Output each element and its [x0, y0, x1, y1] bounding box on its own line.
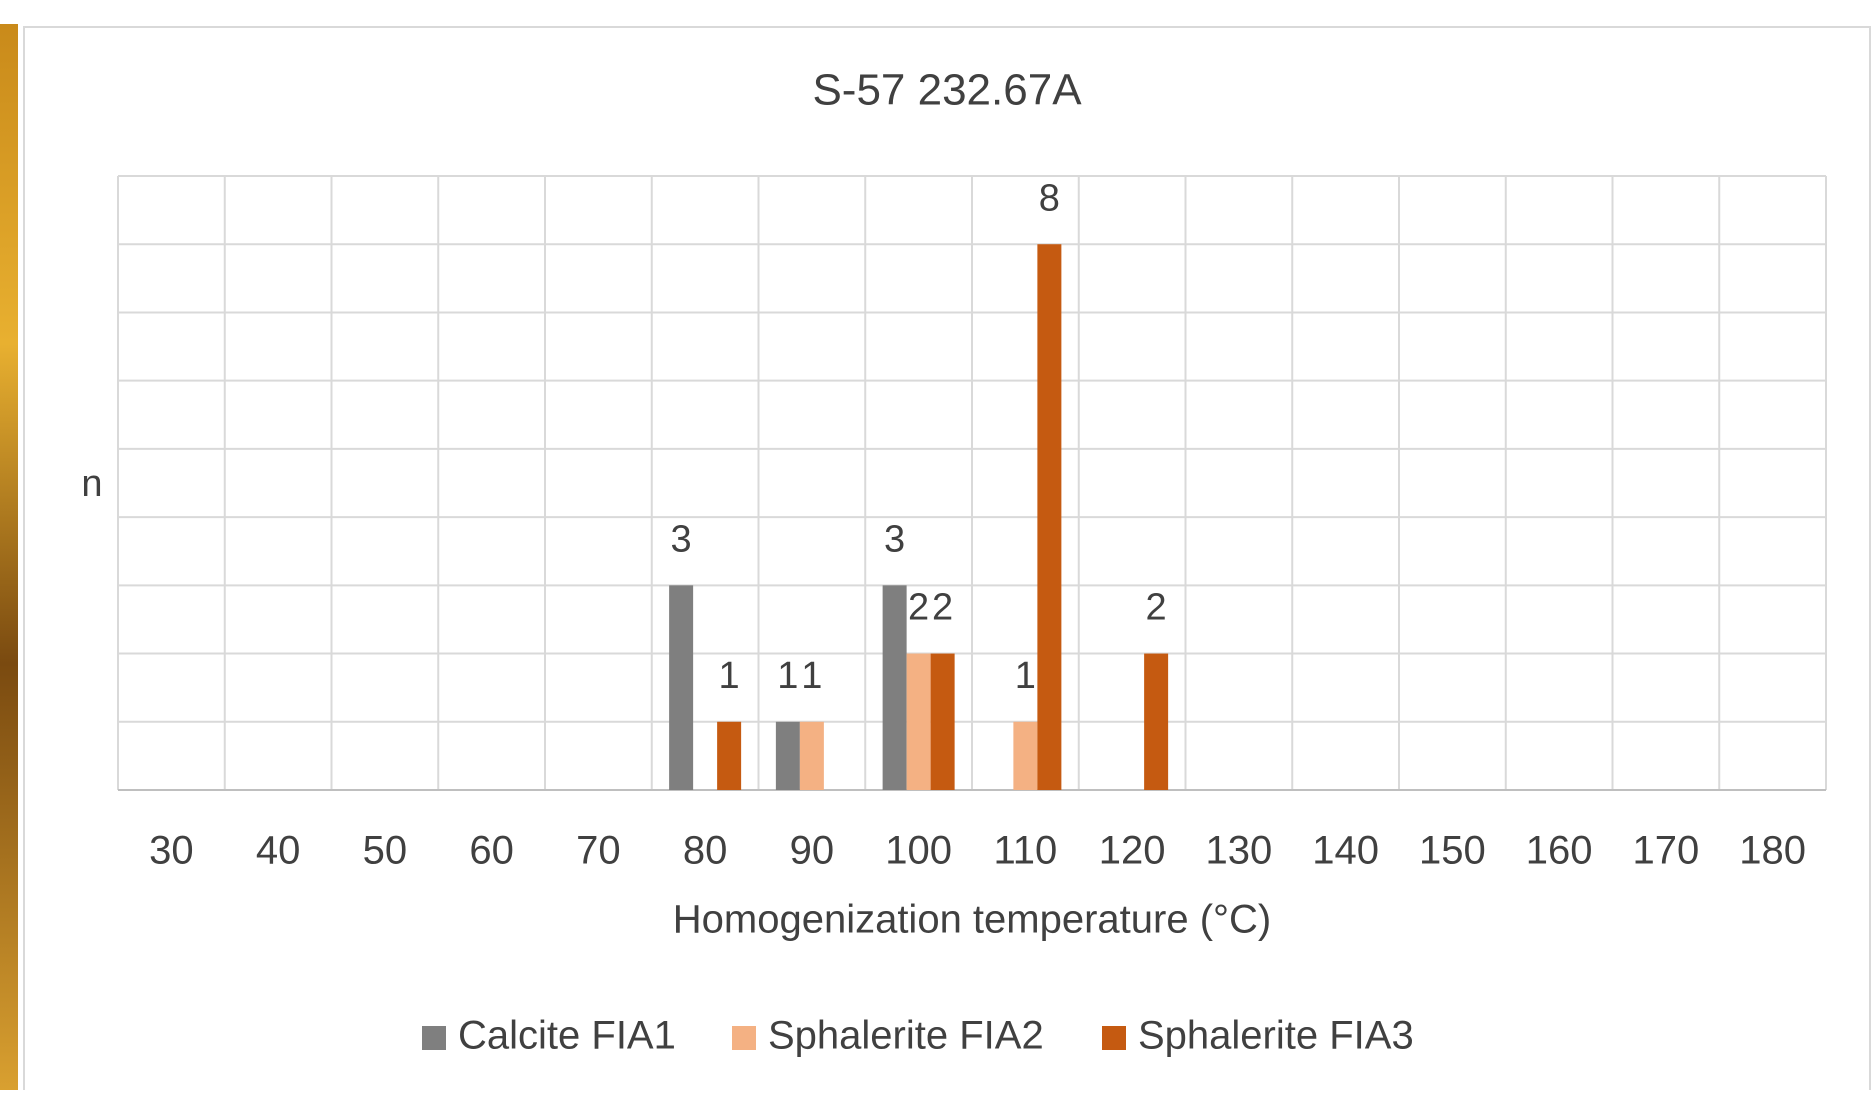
data-label: 8 [1039, 177, 1060, 219]
background-image-strip [0, 24, 18, 1090]
legend-label: Sphalerite FIA3 [1138, 1014, 1414, 1058]
data-label: 1 [719, 655, 740, 697]
x-tick-label: 50 [363, 829, 408, 873]
data-label: 2 [908, 587, 929, 629]
x-tick-label: 30 [149, 829, 194, 873]
chart-title: S-57 232.67A [812, 66, 1082, 115]
x-tick-label: 180 [1739, 829, 1806, 873]
x-tick-label: 150 [1419, 829, 1486, 873]
data-label: 2 [1146, 587, 1167, 629]
bar [1144, 653, 1169, 790]
x-tick-label: 140 [1312, 829, 1379, 873]
x-tick-label: 60 [469, 829, 514, 873]
data-label: 1 [777, 655, 798, 697]
bar [799, 721, 824, 790]
x-tick-label: 130 [1206, 829, 1273, 873]
x-tick-label: 80 [683, 829, 728, 873]
x-tick-label: 120 [1099, 829, 1166, 873]
legend-swatch [422, 1026, 446, 1050]
data-label: 2 [932, 587, 953, 629]
x-tick-label: 40 [256, 829, 301, 873]
x-tick-label: 110 [993, 829, 1057, 873]
legend-label: Sphalerite FIA2 [768, 1014, 1044, 1058]
bar [775, 721, 800, 790]
bar [906, 653, 931, 790]
x-tick-label: 90 [790, 829, 835, 873]
bar [1037, 244, 1062, 790]
x-tick-label: 100 [885, 829, 952, 873]
legend-label: Calcite FIA1 [458, 1014, 676, 1058]
data-label: 1 [1015, 655, 1036, 697]
legend-swatch [1102, 1026, 1126, 1050]
x-tick-label: 160 [1526, 829, 1593, 873]
x-tick-label: 170 [1633, 829, 1700, 873]
data-label: 3 [884, 518, 905, 560]
bar [669, 585, 694, 790]
data-label: 3 [671, 518, 692, 560]
data-label: 1 [801, 655, 822, 697]
x-tick-label: 70 [576, 829, 621, 873]
bar [717, 721, 742, 790]
bar [930, 653, 955, 790]
legend-swatch [732, 1026, 756, 1050]
bar [1013, 721, 1038, 790]
bar [882, 585, 907, 790]
y-axis-title: n [81, 463, 102, 505]
x-axis-title: Homogenization temperature (°C) [673, 898, 1271, 942]
